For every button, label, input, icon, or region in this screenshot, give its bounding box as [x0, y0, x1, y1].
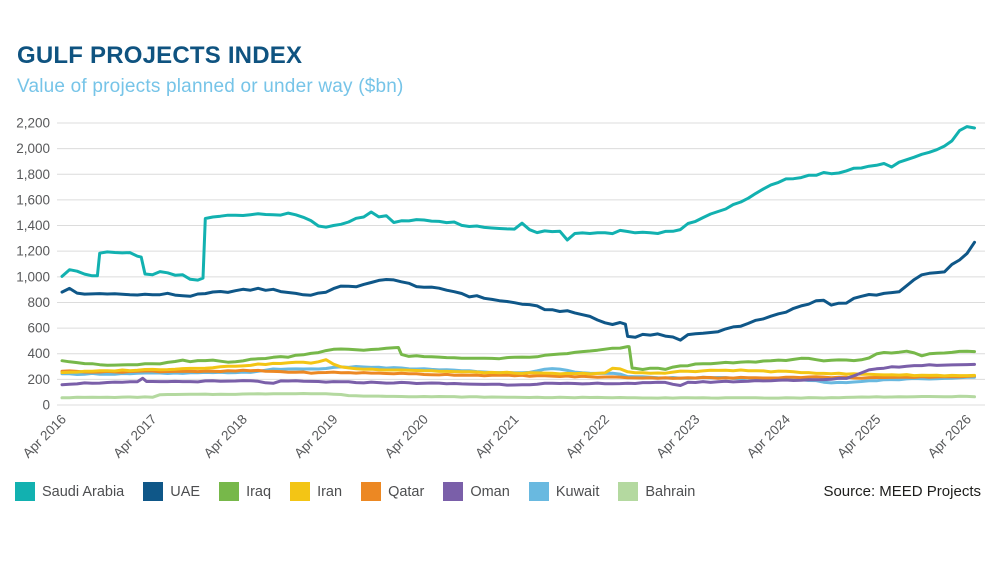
- y-axis-tick-label: 1,600: [16, 192, 50, 207]
- series-line-uae: [60, 240, 976, 342]
- legend-swatch-saudi-arabia: [15, 482, 35, 501]
- legend-item-kuwait: Kuwait: [528, 482, 600, 501]
- y-axis-tick-label: 0: [42, 398, 50, 413]
- y-axis-tick-label: 1,800: [16, 167, 50, 182]
- legend-label: Iran: [317, 483, 343, 500]
- legend-swatch-uae: [143, 482, 164, 501]
- x-axis-tick-label: Apr 2025: [834, 412, 883, 461]
- y-axis-tick-label: 1,000: [16, 269, 50, 284]
- legend-label: Saudi Arabia: [42, 483, 125, 500]
- legend-item-uae: UAE: [143, 482, 200, 501]
- legend-item-iraq: Iraq: [219, 482, 271, 501]
- x-axis-tick-label: Apr 2023: [653, 412, 702, 461]
- legend-label: Iraq: [246, 483, 272, 500]
- y-axis-tick-label: 2,000: [16, 141, 50, 156]
- series-line-saudi-arabia: [60, 125, 976, 282]
- legend-item-oman: Oman: [443, 482, 510, 501]
- line-chart: 0 200 400 600 800 1,000 1,200 1,400 1,600 1,800 2,…: [16, 116, 985, 461]
- legend-item-bahrain: Bahrain: [618, 482, 695, 501]
- legend-item-iran: Iran: [290, 482, 342, 501]
- x-axis-tick-label: Apr 2026: [925, 412, 974, 461]
- legend-swatch-bahrain: [618, 482, 639, 501]
- x-axis-tick-label: Apr 2019: [291, 412, 340, 461]
- source-label: Source: MEED Projects: [823, 483, 981, 500]
- legend-label: UAE: [170, 483, 201, 500]
- x-axis-tick-label: Apr 2021: [472, 412, 521, 461]
- x-axis-tick-label: Apr 2016: [20, 412, 69, 461]
- legend-item-saudi-arabia: Saudi Arabia: [15, 482, 124, 501]
- legend-label: Bahrain: [645, 483, 696, 500]
- series-line-qatar: [60, 368, 976, 380]
- series-line-iran: [60, 358, 976, 378]
- x-axis-tick-label: Apr 2022: [563, 412, 612, 461]
- x-axis-tick-label: Apr 2020: [382, 412, 431, 461]
- x-axis-tick-label: Apr 2018: [201, 412, 250, 461]
- y-axis-tick-label: 400: [27, 346, 50, 361]
- y-axis-tick-label: 1,200: [16, 244, 50, 259]
- y-axis-tick-label: 600: [27, 321, 50, 336]
- y-axis-tick-label: 800: [27, 295, 50, 310]
- y-axis-tick-label: 200: [27, 372, 50, 387]
- legend-label: Qatar: [388, 483, 425, 500]
- series-line-oman: [60, 362, 976, 387]
- legend-swatch-oman: [443, 482, 464, 501]
- chart-subtitle: Value of projects planned or under way (…: [17, 76, 404, 97]
- y-axis-tick-label: 2,200: [16, 116, 50, 131]
- legend-swatch-kuwait: [528, 482, 549, 501]
- legend-swatch-qatar: [361, 482, 382, 501]
- series-line-iraq: [60, 345, 976, 371]
- page-title: GULF PROJECTS INDEX: [17, 42, 303, 69]
- legend-swatch-iraq: [219, 482, 240, 501]
- x-axis-tick-label: Apr 2024: [744, 411, 794, 461]
- legend-label: Oman: [470, 483, 510, 500]
- x-axis-tick-label: Apr 2017: [110, 412, 159, 461]
- chart-legend: Saudi Arabia UAE Iraq Iran Qatar Oman Kuwait Ba…: [15, 482, 695, 501]
- legend-item-qatar: Qatar: [361, 482, 424, 501]
- y-axis-tick-label: 1,400: [16, 218, 50, 233]
- legend-label: Kuwait: [555, 483, 600, 500]
- legend-swatch-iran: [290, 482, 311, 501]
- series-line-bahrain: [60, 392, 976, 400]
